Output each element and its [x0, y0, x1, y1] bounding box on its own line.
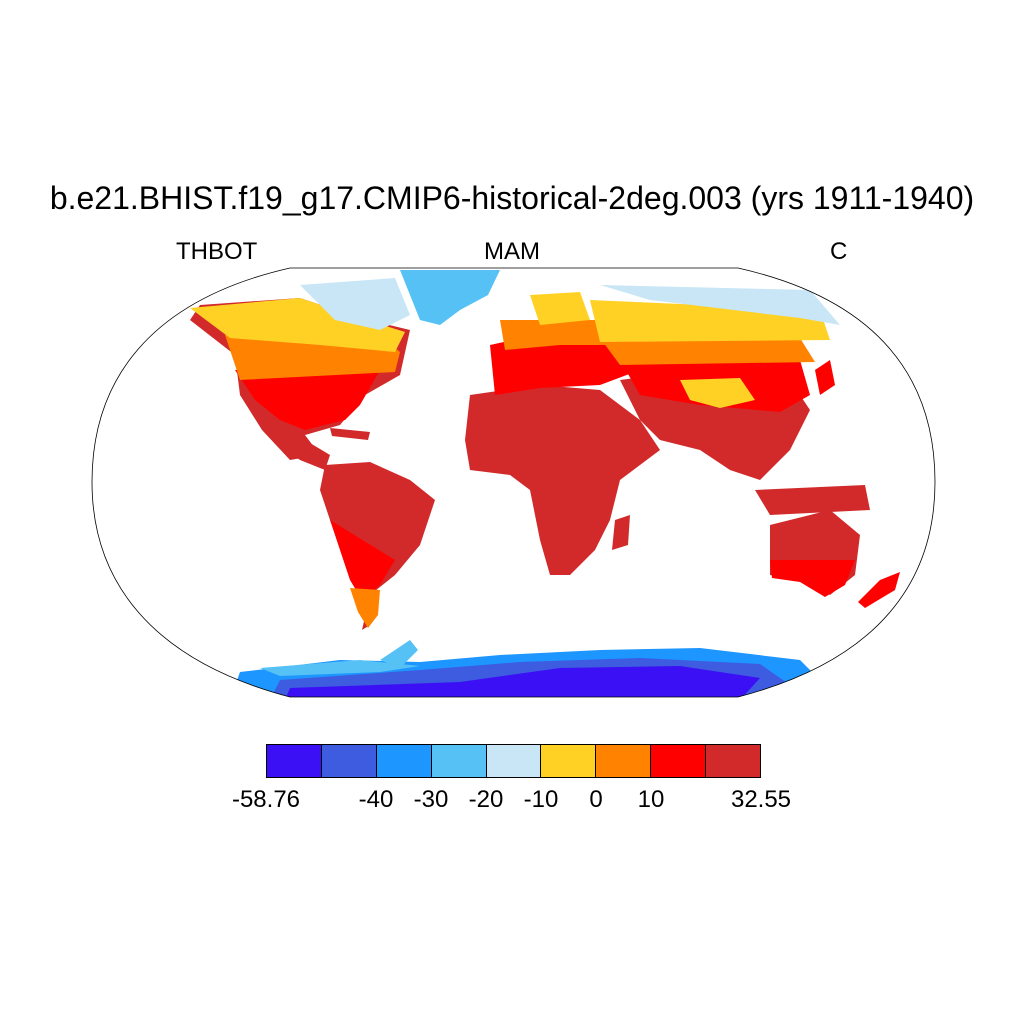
colorbar-tick-label: -10 [523, 786, 559, 813]
canadian-arctic-islands [300, 278, 410, 330]
arctic-siberia [600, 285, 840, 325]
africa-landmass [465, 385, 660, 575]
colorbar-cell [376, 745, 432, 777]
colorbar-cell [651, 745, 707, 777]
colorbar-cell [267, 745, 322, 777]
map-outline [91, 267, 936, 698]
south-america-landmass [320, 462, 435, 630]
colorbar-cell [706, 745, 761, 777]
colorbar-tick-label: 10 [637, 786, 665, 813]
central-america-landmass [270, 430, 330, 470]
season-label: MAM [484, 238, 540, 265]
japan [815, 360, 835, 395]
colorbar-tick-label: -20 [468, 786, 504, 813]
colorbar-cell [596, 745, 652, 777]
central-asia [600, 338, 815, 365]
colorbar-cell [321, 745, 377, 777]
colorbar-cell [541, 745, 597, 777]
colorbar [266, 744, 761, 778]
colorbar-tick-label: 32.55 [730, 786, 792, 813]
scandinavia [530, 292, 590, 325]
colorbar-tick-label: -58.76 [231, 786, 301, 813]
colorbar-cell [486, 745, 542, 777]
australia-southern [770, 560, 855, 597]
patagonia [350, 588, 380, 628]
plot-title: b.e21.BHIST.f19_g17.CMIP6-historical-2de… [49, 180, 975, 216]
colorbar-cell [431, 745, 487, 777]
colorbar-tick-label: 0 [589, 786, 603, 813]
indonesia-islands [755, 485, 870, 515]
antarctica-interior [285, 666, 760, 697]
new-zealand [858, 572, 900, 608]
greenland-landmass [400, 270, 500, 325]
antarctica-coast [260, 660, 420, 676]
antarctic-peninsula [380, 640, 418, 668]
northern-europe [500, 320, 620, 350]
north-america-subtropical [235, 370, 380, 430]
caribbean-islands [330, 428, 370, 440]
units-label: C [830, 238, 848, 265]
south-america-subtropical [330, 520, 395, 600]
tibetan-plateau [680, 378, 755, 408]
colorbar-tick-label: -30 [413, 786, 449, 813]
north-america-subarctic [190, 298, 405, 352]
variable-label: THBOT [176, 238, 258, 265]
madagascar [612, 515, 630, 550]
colorbar-tick-label: -40 [358, 786, 394, 813]
